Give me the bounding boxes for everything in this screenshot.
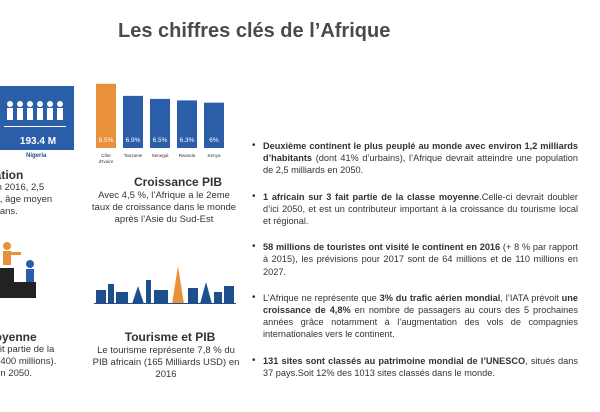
bar-kenya (204, 102, 224, 148)
city-skyline-icon (94, 266, 236, 304)
fact-text: , situés dans 37 pays.Soit 12% des 1013 … (263, 355, 578, 378)
bar-value-label: 6.5% (153, 137, 168, 144)
bar-c-te-d-ivoire (96, 83, 116, 148)
population-country: Nigeria (26, 153, 47, 159)
bar-value-label: 6.9% (126, 137, 141, 144)
middle-class-desc-line: ne (400 millions). (0, 356, 57, 367)
fact-bold: 131 sites sont classés au patrimoine mon… (263, 355, 526, 366)
bar-senegal (150, 98, 170, 148)
key-facts-list: Deuxième continent le plus peuplé au mon… (252, 140, 578, 393)
population-desc: s en 2016, 2,5 050, âge moyen 9,5 ans. (0, 182, 74, 218)
list-item: 58 millions de touristes ont visité le c… (252, 241, 578, 278)
population-icon (0, 86, 74, 150)
gdp-desc: Avec 4,5 %, l’Afrique a le 2eme taux de … (91, 190, 237, 225)
fact-text: , l’IATA prévoit (500, 292, 562, 303)
tourism-desc: Le tourisme représente 7,8 % du PIB afri… (92, 345, 240, 380)
fact-text: L’Afrique ne représente que (263, 292, 380, 303)
fact-bold: Deuxième continent le plus peuplé au mon… (263, 141, 578, 164)
bar-value-label: 8.5% (99, 137, 114, 144)
population-desc-line: 9,5 ans. (0, 206, 18, 217)
population-desc-line: s en 2016, 2,5 (0, 182, 45, 193)
bar-value-label: 6.3% (180, 137, 195, 144)
bar-value-label: 6% (209, 137, 219, 144)
fact-bold: une croissance de 4,8% (263, 292, 578, 316)
category-label: Côte (101, 153, 111, 158)
category-label: Rwanda (179, 153, 196, 158)
population-heading: ulation (0, 168, 24, 182)
fact-text: (dont 41% d’urbains), l’Afrique devrait … (263, 153, 578, 176)
list-item: 131 sites sont classés au patrimoine mon… (252, 355, 578, 379)
category-label: Senegal (152, 153, 169, 158)
population-desc-line: 050, âge moyen (0, 194, 53, 205)
category-label: Kenya (207, 153, 220, 158)
fact-text: .Celle-ci devrait doubler d’ici 2050, et… (263, 191, 578, 227)
middle-class-heading: moyenne (0, 330, 37, 344)
middle-class-desc: 3 fait partie de la ne (400 millions). r… (0, 344, 74, 380)
page-title: Les chiffres clés de l’Afrique (118, 20, 391, 42)
category-label: Tanzanie (124, 153, 143, 158)
middle-class-desc-line: rd en 2050. (0, 368, 33, 379)
bar-tanzanie (123, 95, 143, 148)
list-item: L’Afrique ne représente que 3% du trafic… (252, 292, 578, 341)
fact-bold: 1 africain sur 3 fait partie de la class… (263, 191, 480, 202)
fact-text: en nombre de passagers au cours des 5 pr… (263, 305, 578, 340)
fact-bold: 3% du trafic aérien mondial (379, 292, 501, 303)
gdp-heading: Croissance PIB (133, 175, 223, 189)
list-item: 1 africain sur 3 fait partie de la class… (252, 191, 578, 228)
category-label: d'Ivoire (99, 159, 114, 164)
fact-bold: 58 millions de touristes ont visité le c… (263, 242, 501, 253)
population-value: 193.4 M (19, 136, 57, 147)
middle-class-desc-line: 3 fait partie de la (0, 344, 55, 355)
list-item: Deuxième continent le plus peuplé au mon… (252, 140, 578, 177)
middle-class-icon (0, 242, 36, 298)
tourism-heading: Tourisme et PIB (124, 330, 216, 344)
fact-text: (+ 8 % par rapport à 2015), les prévisio… (263, 242, 578, 277)
bar-rwanda (177, 100, 197, 148)
